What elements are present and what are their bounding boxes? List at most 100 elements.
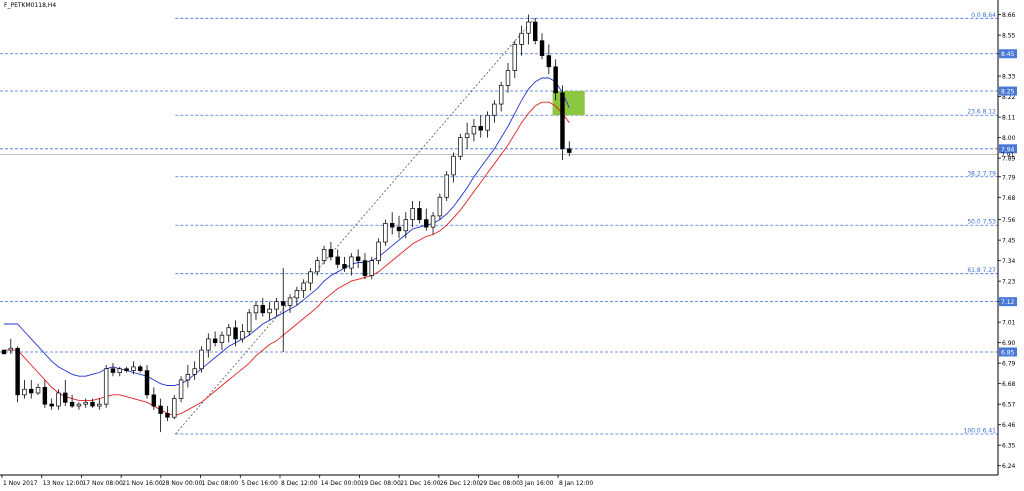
candle[interactable]	[110, 363, 116, 377]
candle[interactable]	[362, 253, 368, 280]
candle[interactable]	[117, 366, 123, 377]
candle[interactable]	[444, 171, 449, 201]
candle[interactable]	[546, 44, 552, 75]
candle[interactable]	[287, 294, 293, 313]
candle[interactable]	[35, 383, 41, 395]
y-tick-label: 8.11	[1002, 115, 1016, 122]
candle-body-bull	[8, 347, 14, 351]
candle[interactable]	[451, 152, 456, 183]
candle[interactable]	[437, 193, 443, 220]
candle[interactable]	[22, 379, 27, 399]
candle[interactable]	[42, 379, 48, 408]
candle[interactable]	[158, 398, 163, 433]
candle[interactable]	[219, 331, 225, 351]
candle[interactable]	[172, 394, 177, 420]
candle[interactable]	[512, 40, 518, 78]
candle[interactable]	[8, 338, 14, 354]
candle[interactable]	[56, 389, 61, 410]
candle[interactable]	[97, 398, 102, 410]
candle[interactable]	[424, 208, 429, 231]
candle[interactable]	[301, 279, 306, 298]
candle[interactable]	[76, 402, 82, 410]
candle[interactable]	[519, 25, 524, 56]
candle[interactable]	[165, 406, 170, 421]
candle[interactable]	[253, 301, 259, 321]
candle-body-bear	[165, 413, 170, 418]
candle[interactable]	[389, 212, 395, 235]
candle[interactable]	[532, 18, 538, 45]
candle[interactable]	[335, 249, 340, 269]
candle-body-bear	[90, 401, 95, 407]
candle[interactable]	[328, 242, 334, 261]
candle[interactable]	[29, 379, 34, 399]
candle[interactable]	[383, 219, 388, 246]
candle[interactable]	[103, 365, 109, 408]
candle[interactable]	[199, 346, 204, 373]
candle[interactable]	[478, 115, 483, 138]
candle[interactable]	[349, 253, 354, 276]
candle-body-bull	[369, 260, 374, 276]
candle[interactable]	[206, 333, 211, 358]
candle[interactable]	[137, 365, 143, 373]
candle[interactable]	[471, 118, 477, 142]
candle[interactable]	[15, 346, 20, 403]
candle[interactable]	[63, 379, 68, 407]
candle[interactable]	[260, 297, 266, 317]
candle[interactable]	[151, 387, 157, 410]
candle[interactable]	[294, 286, 300, 306]
candle[interactable]	[526, 14, 531, 45]
candle-body-bull	[219, 334, 225, 344]
candle[interactable]	[274, 297, 279, 317]
candle[interactable]	[539, 33, 545, 60]
candle[interactable]	[410, 200, 415, 228]
candle[interactable]	[464, 122, 470, 149]
candle[interactable]	[90, 398, 95, 408]
candle[interactable]	[49, 398, 54, 410]
candle[interactable]	[505, 63, 511, 93]
candle[interactable]	[430, 212, 436, 235]
candle[interactable]	[185, 365, 191, 388]
candles[interactable]	[1, 14, 572, 433]
candle[interactable]	[212, 331, 218, 347]
candle[interactable]	[553, 59, 558, 101]
x-tick-label: 13 Nov 12:00	[43, 480, 84, 487]
candle[interactable]	[281, 268, 286, 352]
candle[interactable]	[492, 100, 497, 123]
candle[interactable]	[458, 133, 463, 160]
candle[interactable]	[369, 256, 374, 280]
candle[interactable]	[376, 238, 381, 265]
candle[interactable]	[240, 324, 245, 343]
candle[interactable]	[178, 376, 184, 403]
candle[interactable]	[403, 212, 409, 239]
candle[interactable]	[560, 85, 565, 160]
candle-body-bull	[301, 282, 306, 291]
candle[interactable]	[315, 256, 320, 276]
trendline	[175, 18, 535, 435]
price-tag-box	[999, 297, 1017, 307]
candle[interactable]	[417, 200, 422, 224]
candle[interactable]	[124, 366, 129, 373]
candle[interactable]	[1, 349, 7, 355]
candle[interactable]	[267, 301, 272, 321]
candle[interactable]	[308, 268, 313, 291]
price-tag-box	[999, 86, 1017, 96]
candle[interactable]	[342, 256, 347, 272]
candle[interactable]	[233, 320, 238, 347]
candle[interactable]	[498, 81, 504, 112]
candle[interactable]	[226, 324, 231, 343]
candle[interactable]	[192, 361, 197, 380]
candle[interactable]	[355, 249, 361, 269]
candle[interactable]	[396, 215, 402, 239]
candle[interactable]	[321, 245, 327, 265]
candle[interactable]	[485, 111, 490, 138]
candle[interactable]	[144, 365, 150, 399]
candle-body-bull	[226, 327, 231, 336]
candle[interactable]	[567, 141, 572, 157]
candle[interactable]	[69, 394, 75, 408]
candle-body-bear	[417, 208, 422, 220]
candle[interactable]	[131, 361, 136, 375]
candle-body-bear	[281, 301, 286, 306]
candle[interactable]	[83, 398, 88, 408]
candle[interactable]	[246, 309, 252, 336]
